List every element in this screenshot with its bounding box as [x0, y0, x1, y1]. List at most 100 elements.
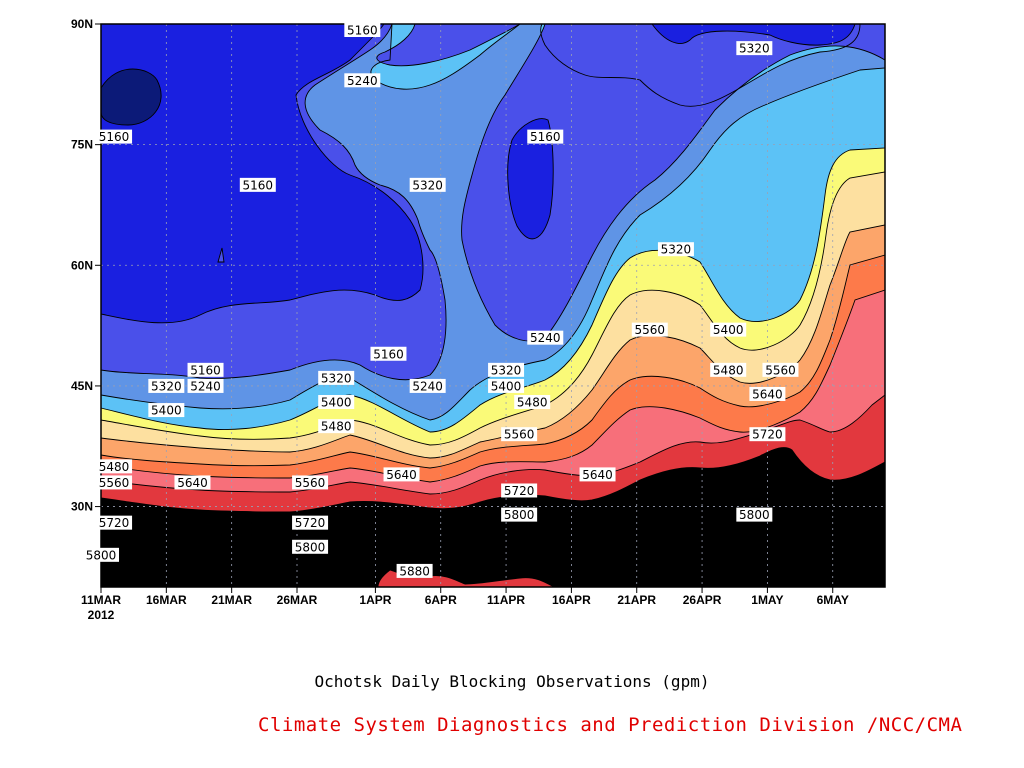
contour-label-bg	[488, 378, 525, 393]
contour-label-text: 5480	[713, 363, 744, 377]
contour-label-bg	[292, 475, 329, 490]
contour-label-text: 5560	[635, 323, 666, 337]
contour-label: 5320	[736, 41, 773, 56]
contour-label: 5560	[501, 427, 538, 442]
contour-label-text: 5560	[765, 363, 796, 377]
contour-label: 5160	[344, 23, 381, 38]
contour-label-text: 5240	[190, 379, 221, 393]
contour-label-bg	[96, 515, 133, 530]
y-tick-label: 75N	[71, 138, 93, 152]
contour-label-text: 5480	[517, 396, 548, 410]
contour-label: 5320	[318, 370, 355, 385]
credit-line: Climate System Diagnostics and Predictio…	[258, 714, 963, 736]
band-5240	[101, 24, 855, 323]
contour-labels: 5160 5240 5320 5160 5160 5160 5320 5320 5240 5560…	[83, 23, 799, 578]
contour-label-text: 5160	[99, 130, 130, 144]
contour-line-5320	[100, 23, 886, 381]
contour-label-text: 5160	[373, 347, 404, 361]
contour-label-text: 5240	[530, 331, 561, 345]
contour-label-text: 5400	[713, 323, 744, 337]
contour-label: 5800	[501, 507, 538, 522]
contour-label-text: 5320	[151, 379, 182, 393]
x-tick-label: 11APR	[487, 593, 525, 607]
contour-label: 5400	[710, 322, 747, 337]
contour-label: 5160	[187, 362, 224, 377]
contour-line-5880	[100, 23, 886, 588]
contour-label: 5560	[631, 322, 668, 337]
x-tick-label: 26APR	[683, 593, 722, 607]
contour-label-bg	[501, 483, 538, 498]
contour-label-text: 5320	[661, 243, 692, 257]
contour-label: 5480	[318, 419, 355, 434]
contour-label-bg	[318, 370, 355, 385]
contour-label-bg	[488, 362, 525, 377]
contour-line-5560	[100, 23, 886, 446]
contour-label-bg	[383, 467, 420, 482]
x-tick-label: 1APR	[359, 593, 391, 607]
contour-line-5880	[100, 23, 886, 528]
contour-label-text: 5640	[752, 387, 783, 401]
contour-label: 5240	[527, 330, 564, 345]
contour-label: 5480	[514, 395, 551, 410]
contour-label: 5240	[187, 378, 224, 393]
contour-label-bg	[631, 322, 668, 337]
x-tick-label: 6MAY	[817, 593, 849, 607]
contour-label-text: 5800	[86, 548, 117, 562]
contour-label: 5560	[762, 362, 799, 377]
contour-label-text: 5720	[99, 516, 130, 530]
contour-label-bg	[501, 427, 538, 442]
contour-label-bg	[96, 459, 133, 474]
contour-label-bg	[174, 475, 211, 490]
contour-label-text: 5880	[399, 564, 430, 578]
contour-label: 5560	[96, 475, 133, 490]
x-tick-label: 16MAR	[146, 593, 187, 607]
contour-label: 5480	[710, 362, 747, 377]
contour-label-bg	[409, 378, 446, 393]
contour-label-text: 5240	[347, 74, 378, 88]
contour-label-bg	[749, 386, 786, 401]
contour-label-text: 5160	[347, 24, 378, 38]
contour-label-text: 5320	[321, 371, 352, 385]
contour-label: 5480	[96, 459, 133, 474]
contour-label: 5720	[96, 515, 133, 530]
x-tick-label: 21MAR	[211, 593, 252, 607]
plot-frame	[100, 23, 886, 588]
contour-label-bg	[396, 563, 433, 578]
contour-line-5400	[100, 23, 886, 421]
contour-label-text: 5640	[582, 468, 613, 482]
y-tick-label: 45N	[71, 379, 93, 393]
chart-title: Ochotsk Daily Blocking Observations (gpm…	[314, 672, 710, 691]
contour-label: 5160	[96, 129, 133, 144]
contour-label-bg	[187, 362, 224, 377]
contour-label: 5160	[370, 346, 407, 361]
contour-label-bg	[96, 475, 133, 490]
contour-label-bg	[749, 427, 786, 442]
contour-label-text: 5560	[99, 476, 130, 490]
contour-label: 5400	[148, 403, 185, 418]
contour-label-text: 5640	[177, 476, 208, 490]
x-tick-label: 21APR	[617, 593, 656, 607]
contour-label-text: 5480	[99, 460, 130, 474]
contour-label-bg	[83, 547, 119, 562]
contour-label: 5400	[318, 395, 355, 410]
contour-label: 5160	[527, 129, 564, 144]
contour-line-5160	[100, 68, 162, 126]
contour-line-5240	[100, 23, 856, 324]
contour-label-text: 5240	[412, 379, 443, 393]
contour-label: 5880	[396, 563, 433, 578]
contour-label-bg	[527, 129, 564, 144]
contour-label: 5320	[409, 177, 446, 192]
contour-label-bg	[318, 419, 355, 434]
contour-label-bg	[710, 362, 747, 377]
contour-label-bg	[762, 362, 799, 377]
x-year-label: 2012	[88, 608, 115, 622]
contour-label: 5720	[749, 427, 786, 442]
contour-label-text: 5800	[739, 508, 770, 522]
contour-label-text: 5800	[295, 540, 326, 554]
contour-label-bg	[657, 242, 694, 257]
contour-label-bg	[292, 539, 329, 554]
contour-label: 5320	[148, 378, 185, 393]
contour-label: 5720	[501, 483, 538, 498]
contour-label-text: 5560	[504, 428, 535, 442]
contour-label: 5640	[749, 386, 786, 401]
